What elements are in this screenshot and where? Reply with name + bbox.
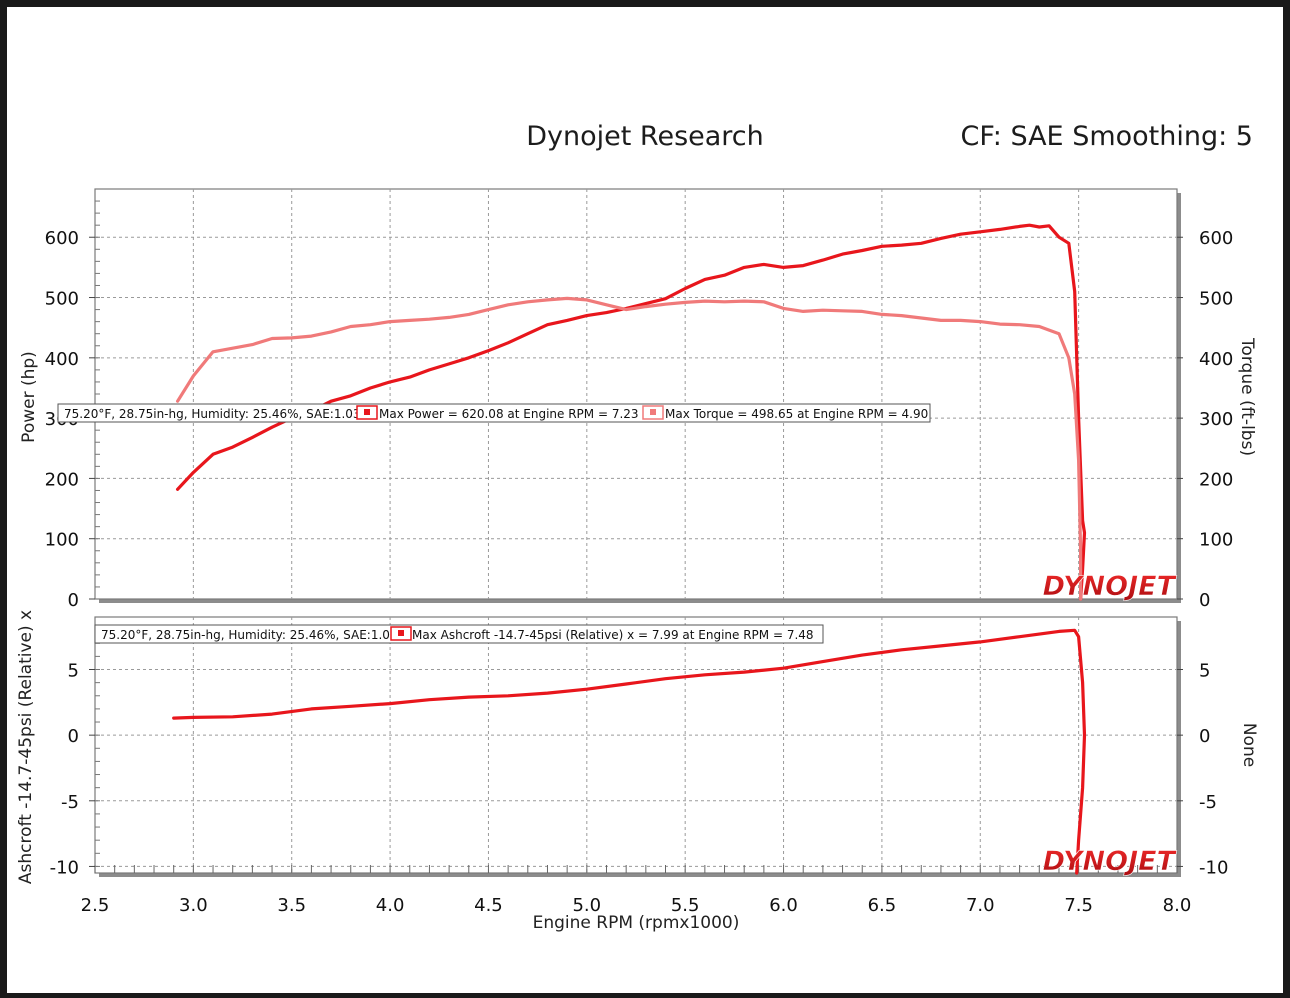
ashcroft-plot-area xyxy=(94,616,1178,874)
legend-conditions: 75.20°F, 28.75in-hg, Humidity: 25.46%, S… xyxy=(64,407,361,421)
x-tick-label: 3.0 xyxy=(179,895,208,916)
dynojet-logo-text: DYNOJET xyxy=(1043,571,1178,602)
power-torque-legend: 75.20°F, 28.75in-hg, Humidity: 25.46%, S… xyxy=(57,403,931,423)
y2-tick-label: 200 xyxy=(1199,469,1233,490)
x-tick-label: 6.0 xyxy=(769,895,798,916)
x-tick-label: 2.5 xyxy=(81,895,110,916)
dynojet-logo-text-bottom: DYNOJET xyxy=(1043,846,1178,877)
legend-boost: Max Ashcroft -14.7-45psi (Relative) x = … xyxy=(412,628,814,642)
power-torque-panel: 01002003004005006000100200300400500600 D… xyxy=(19,188,1257,611)
dynojet-logo-bottom: DYNOJET xyxy=(1042,846,1178,878)
y-tick-label: 0 xyxy=(68,590,79,611)
settings-label: CF: SAE Smoothing: 5 xyxy=(960,121,1253,152)
y-tick-label: 100 xyxy=(45,530,79,551)
y2-tick-label: -5 xyxy=(1199,792,1217,813)
ashcroft-legend: 75.20°F, 28.75in-hg, Humidity: 25.46%, S… xyxy=(94,624,824,644)
x-tick-label: 8.0 xyxy=(1163,895,1192,916)
power-torque-plot-area xyxy=(94,188,1178,600)
y2-tick-label: 0 xyxy=(1199,590,1210,611)
y-tick-label: 400 xyxy=(45,349,79,370)
legend-conditions-bottom: 75.20°F, 28.75in-hg, Humidity: 25.46%, S… xyxy=(101,628,398,642)
x-tick-label: 7.0 xyxy=(966,895,995,916)
x-tick-label: 6.5 xyxy=(868,895,897,916)
y-tick-label: 0 xyxy=(68,726,79,747)
ashcroft-panel: 2.5 3.0 3.5 4.0 4.5 5.0 5.5 6.0 6.5 7.0 7.5 8.0 -10 -… xyxy=(16,610,1259,933)
series-line-ashcroft xyxy=(172,628,1087,875)
x-tick-label: 5.5 xyxy=(671,895,700,916)
legend-power: Max Power = 620.08 at Engine RPM = 7.23 xyxy=(379,407,639,421)
torque-axis-label: Torque (ft-lbs) xyxy=(1237,337,1257,456)
x-tick-label: 4.0 xyxy=(376,895,405,916)
series-line-power xyxy=(176,223,1087,601)
legend-torque: Max Torque = 498.65 at Engine RPM = 4.90 xyxy=(665,407,928,421)
x-tick-label: 4.5 xyxy=(474,895,503,916)
y-tick-label: 5 xyxy=(68,661,79,682)
none-axis-label: None xyxy=(1239,723,1259,767)
y2-tick-label: -10 xyxy=(1199,857,1228,878)
dyno-chart: Dynojet Research CF: SAE Smoothing: 5 0 1… xyxy=(16,121,1259,933)
power-axis-label: Power (hp) xyxy=(19,351,39,443)
x-tick-label: 5.0 xyxy=(572,895,601,916)
y2-tick-label: 0 xyxy=(1199,726,1210,747)
ashcroft-axis-label: Ashcroft -14.7-45psi (Relative) x xyxy=(16,610,36,884)
y2-tick-label: 600 xyxy=(1199,228,1233,249)
x-axis-label: Engine RPM (rpmx1000) xyxy=(533,913,740,933)
y-tick-label: -10 xyxy=(50,857,79,878)
x-tick-label: 7.5 xyxy=(1064,895,1093,916)
y-tick-label: 600 xyxy=(45,228,79,249)
y2-tick-label: 400 xyxy=(1199,349,1233,370)
y2-tick-label: 300 xyxy=(1199,409,1233,430)
y2-tick-label: 100 xyxy=(1199,530,1233,551)
series-line-torque xyxy=(176,296,1083,601)
y-tick-label: 200 xyxy=(45,469,79,490)
y2-tick-label: 5 xyxy=(1199,661,1210,682)
y2-tick-label: 500 xyxy=(1199,289,1233,310)
dyno-sheet: Dynojet Research CF: SAE Smoothing: 5 0 1… xyxy=(7,7,1283,993)
x-tick-label: 3.5 xyxy=(277,895,306,916)
y-tick-label: 500 xyxy=(45,289,79,310)
dynojet-logo: DYNOJET xyxy=(1042,571,1178,603)
chart-title: Dynojet Research xyxy=(526,121,764,152)
y-tick-label: -5 xyxy=(61,792,79,813)
